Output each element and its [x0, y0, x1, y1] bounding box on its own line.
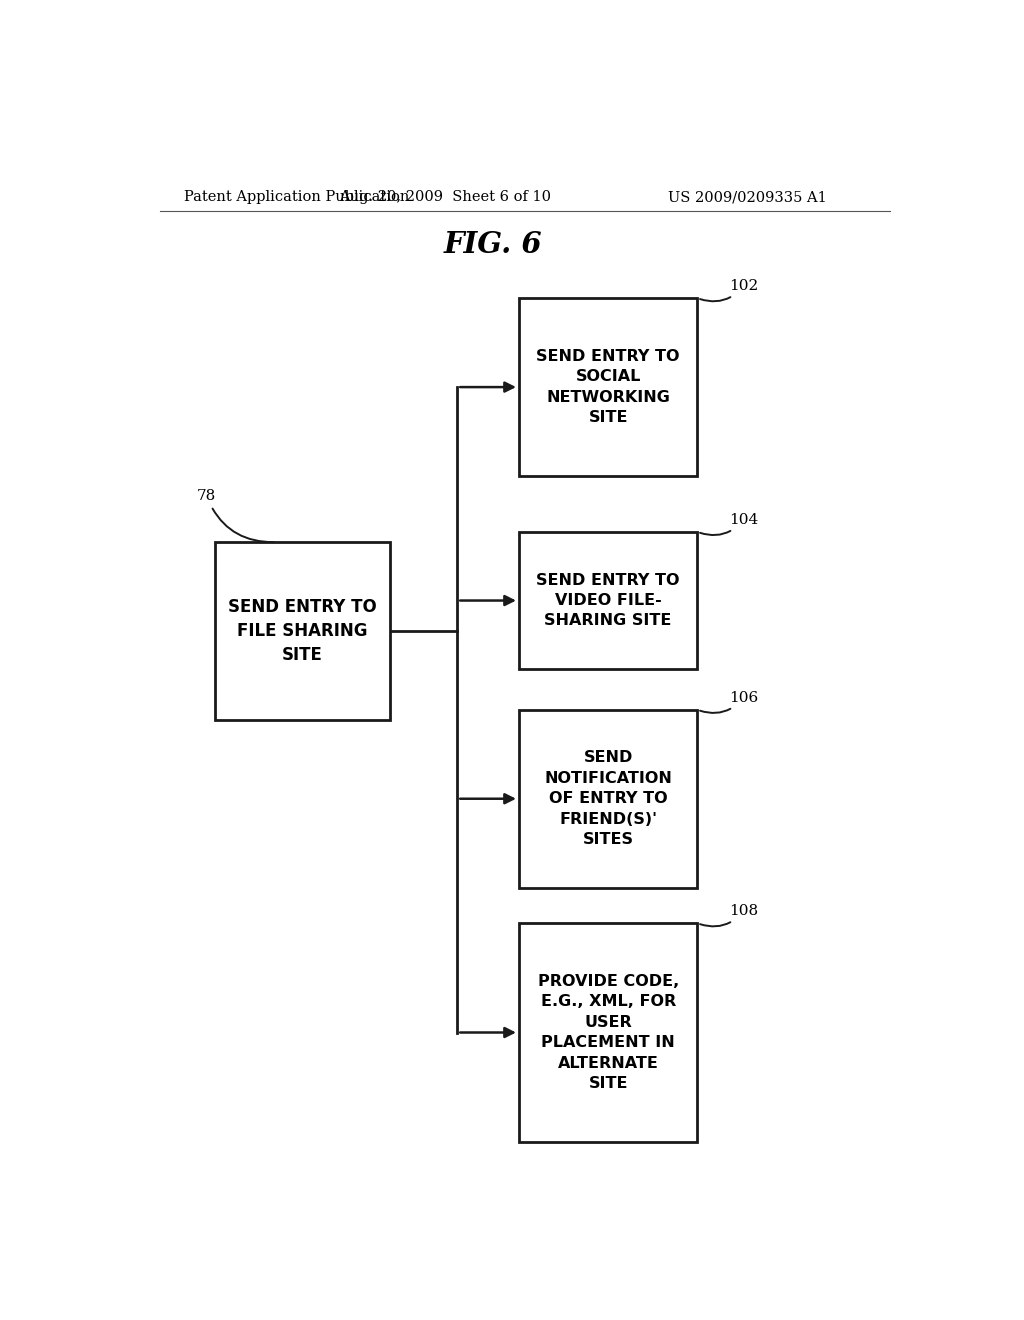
Text: 108: 108: [700, 904, 759, 927]
Text: 102: 102: [700, 279, 759, 301]
Bar: [215, 543, 390, 719]
Bar: [519, 923, 697, 1142]
Text: SEND ENTRY TO
VIDEO FILE-
SHARING SITE: SEND ENTRY TO VIDEO FILE- SHARING SITE: [537, 573, 680, 628]
Text: Patent Application Publication: Patent Application Publication: [183, 190, 409, 205]
Text: 104: 104: [700, 512, 759, 535]
Text: 106: 106: [700, 690, 759, 713]
Bar: [519, 298, 697, 477]
Bar: [519, 532, 697, 669]
Text: SEND ENTRY TO
SOCIAL
NETWORKING
SITE: SEND ENTRY TO SOCIAL NETWORKING SITE: [537, 348, 680, 425]
Text: PROVIDE CODE,
E.G., XML, FOR
USER
PLACEMENT IN
ALTERNATE
SITE: PROVIDE CODE, E.G., XML, FOR USER PLACEM…: [538, 974, 679, 1092]
Text: US 2009/0209335 A1: US 2009/0209335 A1: [668, 190, 826, 205]
Text: 78: 78: [197, 490, 273, 543]
Text: SEND
NOTIFICATION
OF ENTRY TO
FRIEND(S)'
SITES: SEND NOTIFICATION OF ENTRY TO FRIEND(S)'…: [544, 751, 672, 847]
Text: Aug. 20, 2009  Sheet 6 of 10: Aug. 20, 2009 Sheet 6 of 10: [339, 190, 552, 205]
Bar: [519, 710, 697, 887]
Text: SEND ENTRY TO
FILE SHARING
SITE: SEND ENTRY TO FILE SHARING SITE: [228, 598, 377, 664]
Text: FIG. 6: FIG. 6: [443, 230, 543, 259]
